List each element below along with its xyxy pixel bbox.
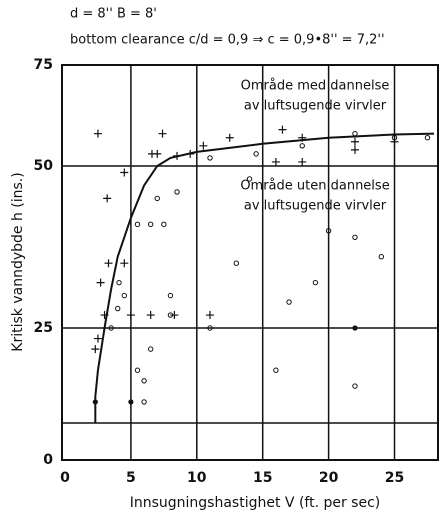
plus-point bbox=[271, 157, 280, 166]
plus-point bbox=[225, 133, 234, 142]
circle-point bbox=[116, 279, 122, 286]
circle-point bbox=[352, 234, 358, 240]
plus-point bbox=[153, 149, 162, 158]
plus-point bbox=[126, 311, 135, 320]
plus-point bbox=[199, 141, 208, 150]
plus-point bbox=[120, 168, 129, 177]
plus-point bbox=[205, 311, 214, 320]
y-axis-label: Kritisk vanndybde h (ins.) bbox=[10, 172, 26, 351]
circle-point bbox=[299, 143, 305, 149]
circle-point bbox=[424, 135, 431, 141]
dot-point bbox=[128, 399, 134, 405]
circle-point bbox=[174, 189, 180, 195]
plus-point bbox=[158, 129, 167, 138]
circle-point bbox=[115, 305, 121, 312]
plus-point bbox=[93, 129, 102, 138]
x-tick-label: 20 bbox=[319, 470, 339, 486]
circle-point bbox=[233, 260, 240, 266]
plus-point bbox=[146, 311, 155, 320]
circle-point bbox=[286, 299, 292, 305]
y-tick-label: 75 bbox=[34, 57, 53, 73]
circle-point bbox=[108, 325, 114, 331]
circle-point bbox=[312, 279, 319, 286]
x-tick-label: 0 bbox=[60, 470, 70, 486]
x-tick-label: 5 bbox=[126, 470, 136, 486]
circle-point bbox=[273, 367, 279, 373]
annotation: Område med dannelse bbox=[241, 79, 390, 94]
plus-point bbox=[96, 278, 105, 287]
circle-point bbox=[161, 221, 167, 228]
x-tick-label: 15 bbox=[253, 470, 272, 486]
x-tick-label: 10 bbox=[187, 470, 207, 486]
dot-point bbox=[352, 325, 358, 331]
circle-point bbox=[154, 195, 160, 202]
plus-point bbox=[350, 145, 359, 154]
chart-title: d = 8'' B = 8' bbox=[70, 7, 157, 22]
circle-point bbox=[325, 228, 332, 234]
circle-point bbox=[141, 399, 147, 405]
y-tick-label: 50 bbox=[34, 158, 54, 174]
circle-point bbox=[352, 130, 358, 137]
plus-point bbox=[390, 137, 399, 146]
plus-point bbox=[91, 345, 100, 354]
circle-point bbox=[134, 221, 141, 228]
circle-point bbox=[121, 292, 128, 299]
annotation: Område uten dannelse bbox=[240, 179, 389, 194]
y-tick-label: 0 bbox=[43, 452, 53, 468]
circle-point bbox=[167, 292, 174, 299]
circle-point bbox=[147, 221, 154, 228]
annotation: av luftsugende virvler bbox=[244, 99, 387, 114]
circle-point bbox=[246, 176, 253, 182]
circle-point bbox=[352, 383, 358, 389]
x-tick-label: 25 bbox=[385, 470, 404, 486]
annotation: av luftsugende virvler bbox=[244, 199, 387, 214]
plus-point bbox=[93, 334, 102, 343]
circle-point bbox=[141, 378, 147, 384]
circle-point bbox=[253, 151, 259, 157]
fit-curve bbox=[94, 132, 435, 424]
circle-point bbox=[147, 346, 154, 352]
circle-point bbox=[207, 325, 213, 331]
plot-frame bbox=[61, 64, 439, 461]
x-axis-label: Innsugningshastighet V (ft. per sec) bbox=[130, 495, 381, 511]
plus-point bbox=[170, 311, 179, 320]
y-tick-label: 25 bbox=[34, 320, 53, 336]
plus-point bbox=[120, 259, 129, 268]
circle-point bbox=[207, 155, 213, 161]
circle-point bbox=[378, 254, 385, 260]
plus-point bbox=[104, 259, 113, 268]
plus-point bbox=[278, 125, 287, 134]
plus-point bbox=[103, 194, 112, 203]
circle-point bbox=[167, 312, 174, 318]
plus-point bbox=[350, 137, 359, 146]
chart-subtitle: bottom clearance c/d = 0,9 ⇒ c = 0,9•8''… bbox=[70, 33, 385, 48]
circle-point bbox=[134, 367, 141, 373]
circle-point bbox=[391, 135, 398, 141]
plus-point bbox=[298, 157, 307, 166]
